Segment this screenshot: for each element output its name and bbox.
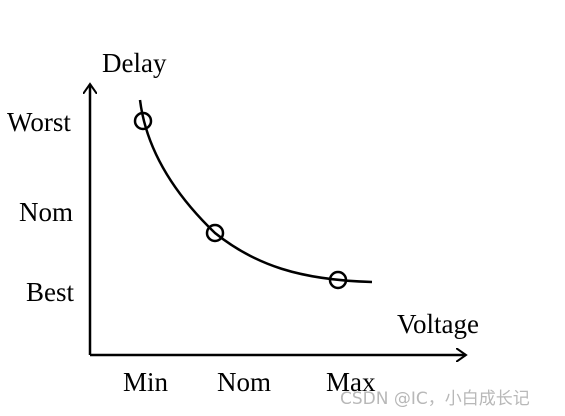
delay-curve xyxy=(138,99,373,284)
x-tick-label-nom: Nom xyxy=(217,367,271,397)
x-axis-title: Voltage xyxy=(397,309,479,339)
x-tick-label-min: Min xyxy=(123,367,169,397)
y-tick-label-nom: Nom xyxy=(19,197,73,227)
data-point-min-worst xyxy=(133,111,153,131)
y-axis-title: Delay xyxy=(102,48,167,78)
data-point-nom-nom xyxy=(205,223,225,243)
x-tick-label-max: Max xyxy=(326,367,376,397)
watermark: CSDN @IC，小白成长记 xyxy=(340,389,530,409)
y-tick-label-worst: Worst xyxy=(7,107,71,137)
data-point-max-best xyxy=(328,270,348,290)
y-tick-label-best: Best xyxy=(26,277,75,307)
